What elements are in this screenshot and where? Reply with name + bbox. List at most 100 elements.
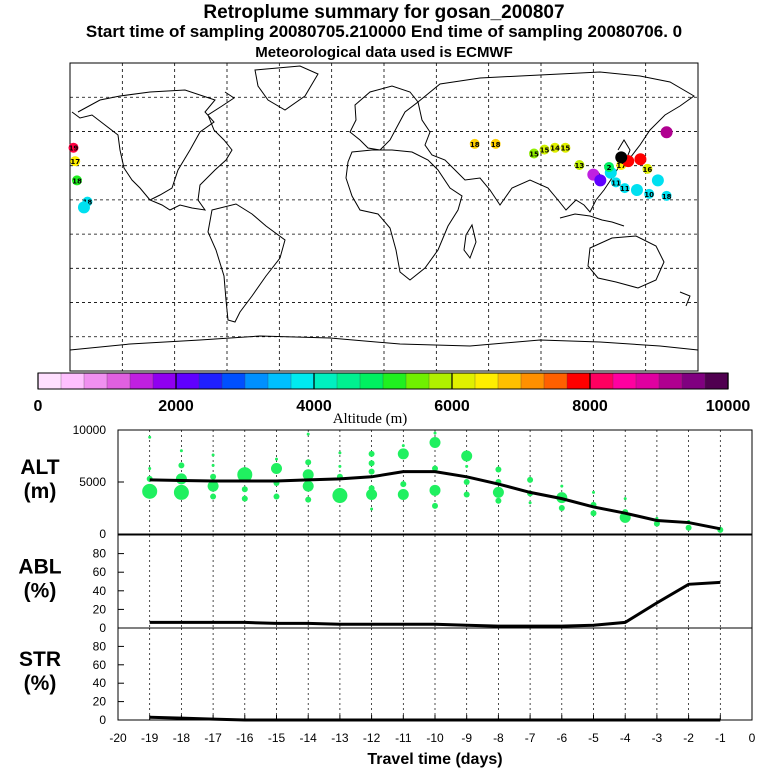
altitude-point [243, 466, 247, 470]
altitude-point [528, 501, 532, 505]
colorbar-swatch [313, 372, 338, 390]
plume-day-label: 15 [540, 147, 550, 155]
plume-day-label: 17 [616, 162, 626, 170]
altitude-point [241, 495, 248, 502]
plume-day-label: 14 [550, 145, 560, 153]
altitude-point [275, 457, 278, 461]
altitude-point [653, 520, 660, 527]
y-tick-label: 0 [99, 713, 106, 727]
x-tick-label: -11 [395, 731, 412, 745]
plume-marker [549, 142, 560, 153]
x-tick-label: 0 [749, 731, 756, 745]
x-tick-label: -1 [715, 731, 726, 745]
altitude-point [302, 469, 314, 481]
panel-alt: 0 5000 10000 ALT(m) [20, 423, 753, 541]
altitude-point [429, 484, 441, 496]
colorbar-swatch [129, 372, 154, 390]
altitude-point [368, 460, 375, 467]
x-tick-label: -19 [141, 731, 159, 745]
y-tick-label: 60 [93, 658, 107, 672]
panel-y-label: ABL [18, 556, 61, 579]
x-tick-label: -14 [300, 731, 318, 745]
altitude-point [273, 493, 280, 500]
y-tick-label: 80 [93, 639, 107, 653]
colorbar-tick-label: 6000 [434, 398, 470, 415]
x-tick-label: -5 [588, 731, 599, 745]
colorbar-swatch [704, 372, 729, 390]
plume-day-label: 18 [470, 141, 480, 149]
altitude-point [433, 431, 437, 435]
plume-marker [539, 144, 550, 155]
x-tick-label: -9 [461, 731, 472, 745]
plume-marker [630, 184, 643, 197]
y-tick-label: 20 [93, 602, 107, 616]
altitude-point [210, 473, 217, 480]
altitude-point [305, 496, 312, 503]
colorbar-tick-label: 10000 [706, 398, 751, 415]
altitude-point [495, 497, 502, 504]
colorbar-swatch [589, 372, 614, 390]
y-tick-label: 0 [99, 621, 106, 635]
colorbar-swatch [520, 372, 545, 390]
panel-y-label: STR [19, 648, 61, 671]
colorbar-swatch [290, 372, 315, 390]
altitude-point [495, 466, 502, 473]
colorbar-tick-label: 4000 [296, 398, 332, 415]
altitude-point [173, 484, 189, 500]
altitude-point [179, 449, 183, 453]
x-tick-label: -20 [109, 731, 127, 745]
x-tick-label: -6 [556, 731, 567, 745]
altitude-point [142, 483, 158, 499]
y-tick-label: 20 [93, 695, 107, 709]
colorbar-label: Altitude (m) [333, 411, 408, 427]
x-tick-label: -3 [652, 731, 663, 745]
plume-day-label: 19 [69, 145, 79, 153]
plume-marker [560, 142, 571, 153]
x-axis-label: Travel time (days) [367, 751, 502, 768]
plume-marker [529, 148, 540, 159]
altitude-point [368, 450, 375, 457]
colorbar-swatch [382, 372, 407, 390]
colorbar-swatch [612, 372, 637, 390]
altitude-point [338, 451, 342, 455]
altitude-point [207, 480, 219, 492]
colorbar-swatch [474, 372, 499, 390]
plume-marker [68, 142, 79, 153]
plume-day-label: 15 [561, 145, 571, 153]
plume-day-label: 17 [70, 158, 80, 166]
series-line [149, 580, 721, 628]
plume-marker [634, 153, 647, 166]
plume-marker [574, 160, 585, 171]
colorbar-tick-label: 0 [34, 398, 43, 415]
colorbar-swatch [405, 372, 430, 390]
plume-marker [77, 201, 90, 214]
y-tick-label: 10000 [73, 423, 107, 437]
colorbar-swatch [451, 372, 476, 390]
panel-y-label: (m) [24, 480, 57, 503]
colorbar-swatch [543, 372, 568, 390]
plume-day-label: 11 [611, 179, 621, 187]
altitude-point [685, 524, 692, 531]
panel-y-label: ALT [20, 456, 59, 479]
plume-day-label: 10 [644, 191, 654, 199]
plume-marker [619, 183, 630, 194]
colorbar-swatch [152, 372, 177, 390]
altitude-point [461, 450, 473, 462]
altitude-colorbar: 0 2000 4000 6000 8000 10000 Altitude (m) [34, 372, 751, 427]
colorbar-swatch [336, 372, 361, 390]
colorbar-tick-label: 8000 [572, 398, 608, 415]
x-tick-label: -15 [268, 731, 286, 745]
altitude-point [590, 510, 597, 517]
plume-day-label: 18 [491, 141, 501, 149]
plume-day-label: 11 [620, 185, 630, 193]
altitude-point [432, 502, 438, 509]
colorbar-swatch [497, 372, 522, 390]
colorbar-swatch [658, 372, 683, 390]
colorbar-swatch [359, 372, 384, 390]
plume-marker [611, 177, 622, 188]
panel-abl: 0 20 40 60 80 ABL(%) [18, 534, 753, 635]
world-map: 19171818181815151415131111102171618 [68, 62, 699, 372]
plume-day-label: 2 [607, 164, 612, 172]
